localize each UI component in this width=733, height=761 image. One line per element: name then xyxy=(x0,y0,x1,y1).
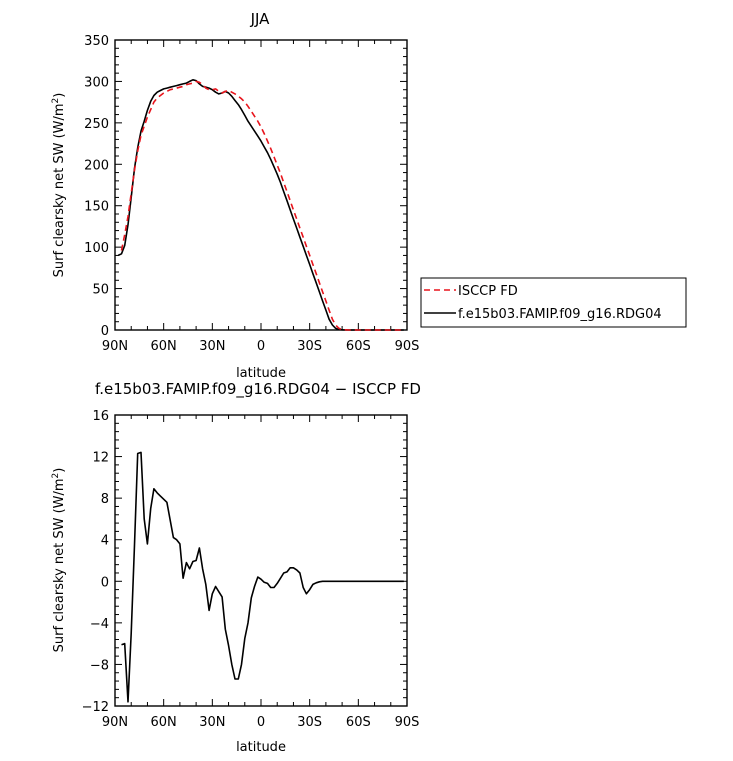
top-panel: JJA 90N 60N 30N 0 30S 60S 90S 0 50 100 150 200 250 30… xyxy=(51,10,687,381)
bottom-y-tick-label: −12 xyxy=(82,700,109,715)
bottom-x-tick-label: 60N xyxy=(151,715,177,730)
top-y-tick-label: 0 xyxy=(101,324,109,339)
bottom-y-axis-label-close: ) xyxy=(52,468,67,473)
top-y-tick-label: 100 xyxy=(84,241,109,256)
top-y-tick-label: 250 xyxy=(84,117,109,132)
legend-label-isccp: ISCCP FD xyxy=(458,284,518,299)
top-y-tick-label: 150 xyxy=(84,200,109,215)
bottom-series-lines xyxy=(121,451,404,703)
bottom-y-tick-label: −4 xyxy=(90,617,109,632)
top-ticks: 90N 60N 30N 0 30S 60S 90S 0 50 100 150 200 250 300 350 xyxy=(84,34,419,354)
bottom-panel: f.e15b03.FAMIP.f09_g16.RDG04 − ISCCP FD … xyxy=(51,380,421,755)
bottom-x-tick-label: 30N xyxy=(199,715,225,730)
bottom-x-tick-label: 60S xyxy=(346,715,371,730)
bottom-x-axis-label: latitude xyxy=(236,740,286,755)
legend-label-model: f.e15b03.FAMIP.f09_g16.RDG04 xyxy=(458,307,662,322)
top-y-tick-label: 50 xyxy=(92,283,109,298)
top-x-tick-label: 30S xyxy=(297,339,322,354)
bottom-y-tick-label: 12 xyxy=(92,451,109,466)
bottom-x-tick-label: 0 xyxy=(257,715,265,730)
top-x-tick-label: 60N xyxy=(151,339,177,354)
top-y-tick-label: 350 xyxy=(84,34,109,49)
bottom-y-tick-label: 4 xyxy=(101,534,109,549)
top-plot-frame xyxy=(114,39,408,331)
bottom-y-tick-label: 8 xyxy=(101,492,109,507)
top-y-axis-label: Surf clearsky net SW (W/m2) xyxy=(51,93,67,278)
top-series-line-0 xyxy=(120,80,404,331)
bottom-x-tick-label: 90N xyxy=(102,715,128,730)
top-series-lines xyxy=(117,79,404,331)
top-y-axis-label-close: ) xyxy=(52,93,67,98)
legend-box xyxy=(420,277,687,328)
top-y-axis-label-text: Surf clearsky net SW (W/m xyxy=(52,103,67,277)
bottom-y-tick-label: 16 xyxy=(92,409,109,424)
top-chart-title: JJA xyxy=(250,10,271,28)
bottom-plot-frame xyxy=(114,414,408,707)
bottom-y-tick-label: 0 xyxy=(101,575,109,590)
top-x-tick-label: 0 xyxy=(257,339,265,354)
bottom-y-tick-label: −8 xyxy=(90,658,109,673)
bottom-y-axis-label-text: Surf clearsky net SW (W/m xyxy=(52,478,67,652)
top-y-axis-label-superscript: 2 xyxy=(51,98,61,104)
top-x-tick-label: 60S xyxy=(346,339,371,354)
bottom-chart-title: f.e15b03.FAMIP.f09_g16.RDG04 − ISCCP FD xyxy=(95,380,421,399)
top-x-tick-label: 90N xyxy=(102,339,128,354)
top-y-tick-label: 300 xyxy=(84,75,109,90)
top-series-line-1 xyxy=(117,79,404,331)
top-x-tick-label: 90S xyxy=(395,339,420,354)
bottom-x-tick-label: 90S xyxy=(395,715,420,730)
bottom-x-tick-label: 30S xyxy=(297,715,322,730)
bottom-y-axis-label-superscript: 2 xyxy=(51,473,61,479)
legend: ISCCP FD f.e15b03.FAMIP.f09_g16.RDG04 xyxy=(420,277,687,328)
bottom-ticks: 90N 60N 30N 0 30S 60S 90S −12 −8 −4 0 4 8 12 16 xyxy=(82,409,420,730)
top-y-tick-label: 200 xyxy=(84,158,109,173)
top-x-axis-label: latitude xyxy=(236,366,286,381)
bottom-y-axis-label: Surf clearsky net SW (W/m2) xyxy=(51,468,67,653)
top-x-tick-label: 30N xyxy=(199,339,225,354)
bottom-series-line-0 xyxy=(121,451,404,703)
